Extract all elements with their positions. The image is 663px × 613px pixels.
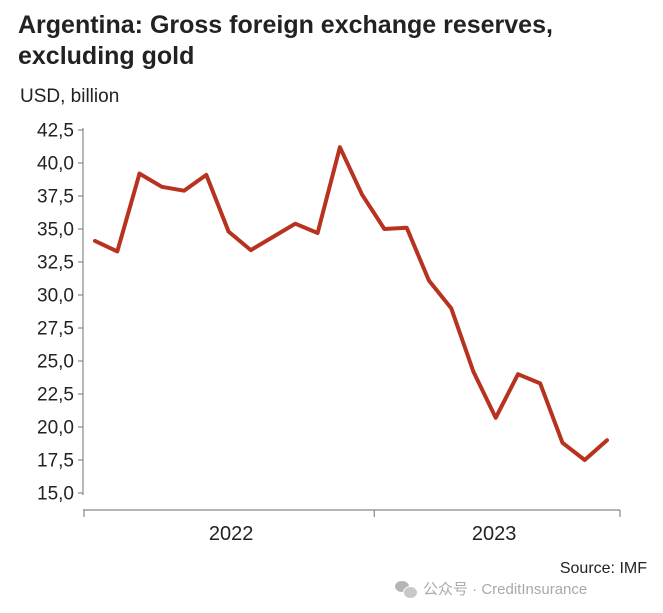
y-tick-label: 15,0 — [37, 484, 74, 505]
y-tick-label: 40,0 — [37, 154, 74, 175]
y-tick-label: 42,5 — [37, 121, 74, 142]
chart-title: Argentina: Gross foreign exchange reserv… — [18, 11, 553, 70]
y-tick-label: 22,5 — [37, 385, 74, 406]
y-tick-label: 35,0 — [37, 220, 74, 241]
watermark: 公众号 · CreditInsurance — [395, 578, 587, 599]
wechat-icon — [395, 580, 418, 599]
source-note: Source: IMF — [559, 560, 647, 577]
y-tick-label: 25,0 — [37, 352, 74, 373]
y-tick-label: 17,5 — [37, 451, 74, 472]
watermark-text: 公众号 · CreditInsurance — [423, 581, 588, 598]
y-tick-label: 37,5 — [37, 187, 74, 208]
x-tick-label: 2022 — [209, 523, 254, 545]
y-tick-label: 30,0 — [37, 286, 74, 307]
series-group — [93, 145, 609, 462]
y-tick-label: 27,5 — [37, 319, 74, 340]
y-axis-unit-label: USD, billion — [20, 86, 120, 107]
y-tick-label: 20,0 — [37, 418, 74, 439]
series-line — [93, 145, 609, 462]
x-tick-label: 2023 — [472, 523, 517, 545]
x-axis: 2022 2023 — [83, 509, 621, 545]
y-axis: 15,0 17,5 20,0 22,5 25,0 27,5 30,0 32,5 35,0 37,5… — [37, 121, 84, 505]
y-tick-label: 32,5 — [37, 253, 74, 274]
